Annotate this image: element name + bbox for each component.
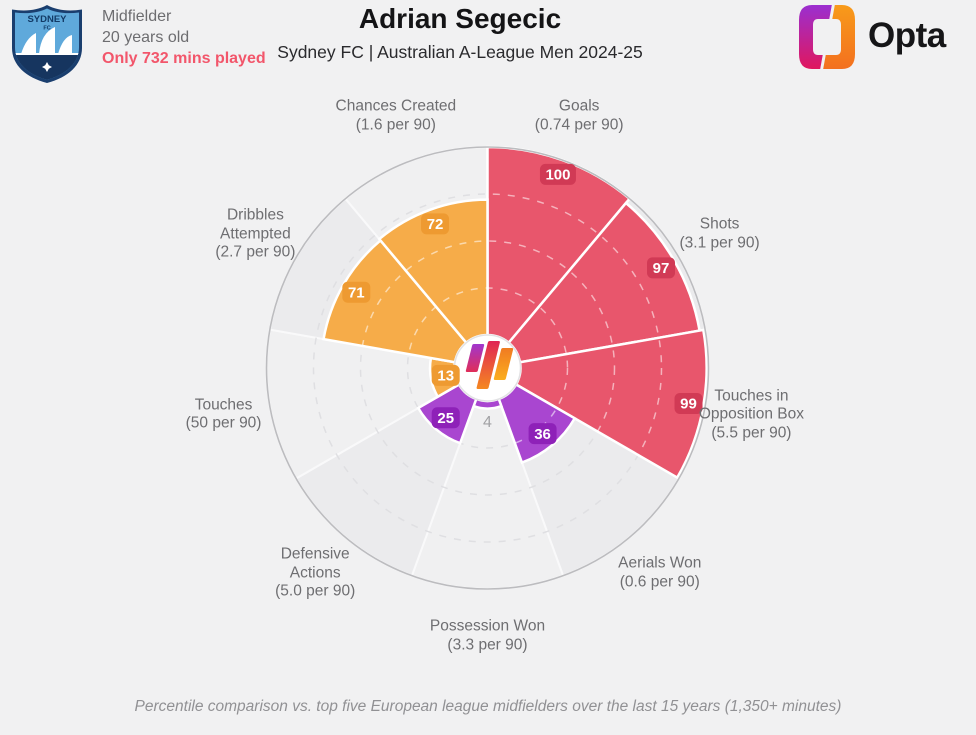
value-label-chances-created: 72 [427, 216, 444, 233]
value-label-dribbles-attempted: 71 [348, 284, 365, 301]
page-title: Adrian Segecic [358, 3, 562, 34]
opta-logo-icon [799, 5, 855, 69]
value-badge-shots [647, 257, 676, 279]
value-badge-touches-in-opposition-box [674, 392, 703, 414]
chart-caption: Percentile comparison vs. top five Europ… [134, 698, 842, 715]
player-age: 20 years old [102, 29, 190, 46]
player-meta: Midfielder 20 years old Only 732 mins pl… [102, 6, 266, 69]
title-block: Adrian Segecic Sydney FC | Australian A-… [160, 2, 760, 63]
crest-text-sydney: SYDNEY [27, 14, 67, 25]
value-label-goals: 100 [545, 167, 570, 184]
value-label-defensive-actions: 25 [437, 410, 454, 427]
crest-text-fc: FC [43, 26, 50, 32]
value-badge-touches [431, 364, 460, 386]
value-label-touches-in-opposition-box: 99 [680, 396, 697, 413]
value-badge-aerials-won [528, 423, 557, 445]
percentile-ring-overlay-75 [323, 193, 663, 478]
value-badge-dribbles-attempted [342, 281, 371, 303]
value-label-touches: 13 [437, 368, 454, 385]
value-badge-goals [539, 163, 576, 185]
page-subtitle: Sydney FC | Australian A-League Men 2024… [277, 42, 643, 62]
value-badge-defensive-actions [431, 407, 460, 429]
value-label-shots: 97 [653, 260, 670, 277]
minutes-warning: Only 732 mins played [102, 50, 266, 67]
value-badge-chances-created [421, 213, 450, 235]
sydney-fc-crest-icon: SYDNEY FC [12, 5, 82, 83]
outer-circle [265, 146, 710, 590]
value-label-aerials-won: 36 [534, 426, 551, 443]
opta-analyst-icon [465, 341, 514, 389]
opta-wordmark: Opta [868, 16, 946, 55]
percentile-ring-overlay-50 [359, 240, 616, 478]
player-position: Midfielder [102, 8, 172, 25]
value-label-possession-won: 4 [483, 414, 492, 431]
